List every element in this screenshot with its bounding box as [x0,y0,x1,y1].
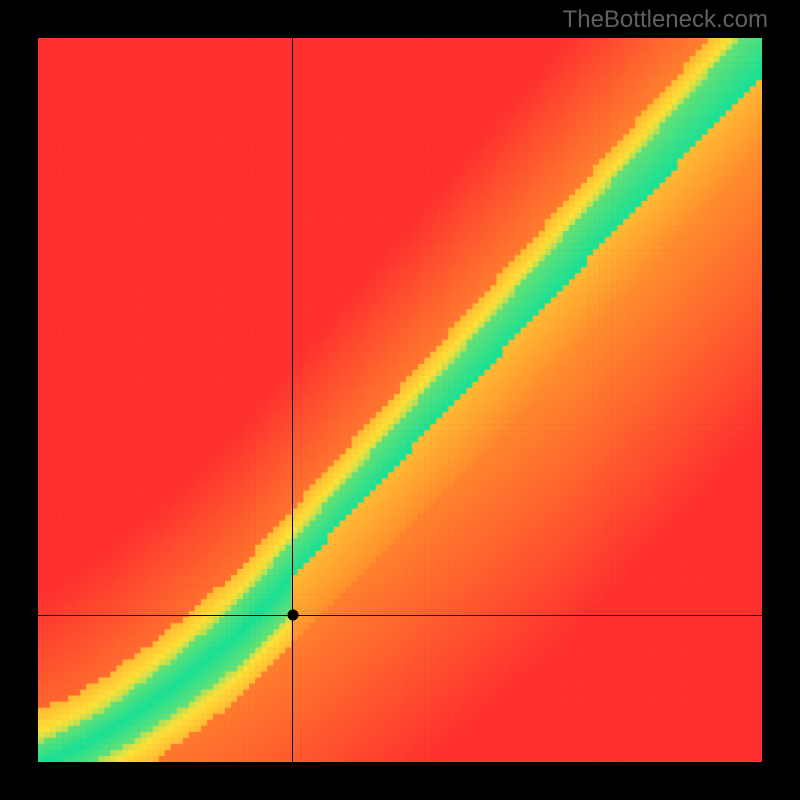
bottleneck-heatmap [38,38,762,762]
crosshair-vertical [292,38,293,762]
watermark-text: TheBottleneck.com [563,6,768,34]
crosshair-marker [287,610,298,621]
crosshair-horizontal [38,615,762,616]
